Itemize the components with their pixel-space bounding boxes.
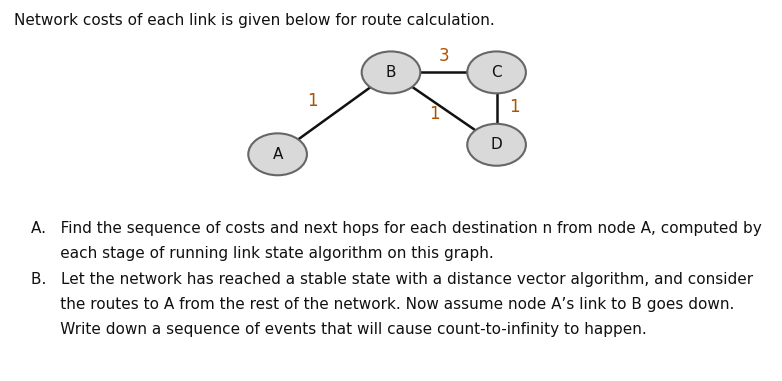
- Ellipse shape: [362, 51, 421, 93]
- Text: A.   Find the sequence of costs and next hops for each destination n from node A: A. Find the sequence of costs and next h…: [31, 221, 762, 236]
- Text: 3: 3: [439, 47, 450, 66]
- Text: 1: 1: [307, 92, 318, 110]
- Text: Network costs of each link is given below for route calculation.: Network costs of each link is given belo…: [14, 13, 495, 28]
- Ellipse shape: [468, 51, 526, 93]
- Text: Write down a sequence of events that will cause count-to-infinity to happen.: Write down a sequence of events that wil…: [31, 322, 647, 337]
- Ellipse shape: [468, 124, 526, 166]
- Text: each stage of running link state algorithm on this graph.: each stage of running link state algorit…: [31, 246, 494, 261]
- Ellipse shape: [249, 133, 307, 175]
- Text: A: A: [272, 147, 283, 162]
- Text: 1: 1: [429, 105, 439, 123]
- Text: C: C: [491, 65, 502, 80]
- Text: the routes to A from the rest of the network. Now assume node A’s link to B goes: the routes to A from the rest of the net…: [31, 297, 734, 312]
- Text: D: D: [490, 137, 503, 152]
- Text: 1: 1: [509, 98, 520, 117]
- Text: B.   Let the network has reached a stable state with a distance vector algorithm: B. Let the network has reached a stable …: [31, 272, 753, 287]
- Text: B: B: [386, 65, 396, 80]
